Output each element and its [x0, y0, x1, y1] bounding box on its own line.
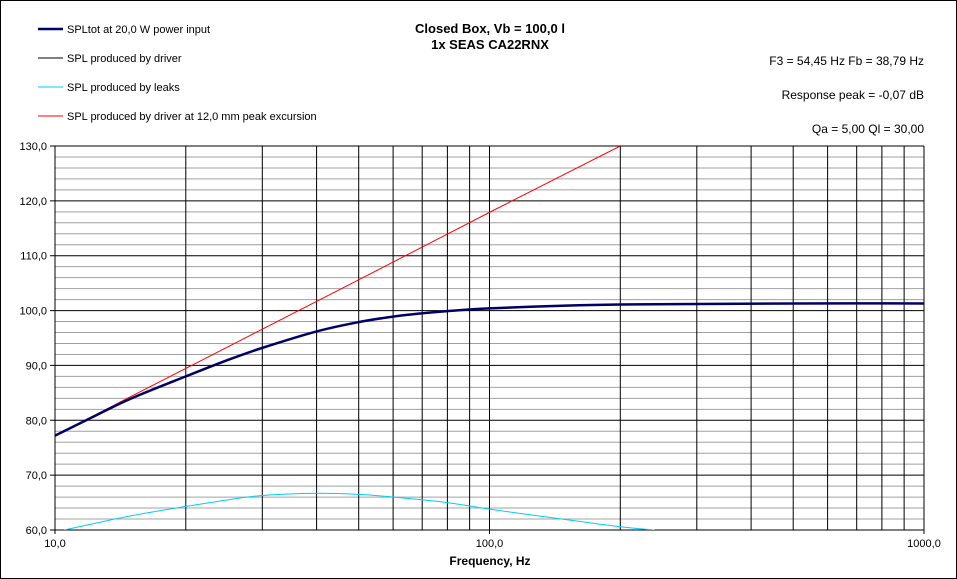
annotation: Response peak = -0,07 dB — [782, 88, 924, 102]
x-tick-label: 100,0 — [476, 538, 504, 550]
legend-label: SPLtot at 20,0 W power input — [67, 24, 210, 36]
x-tick-label: 1000,0 — [907, 538, 941, 550]
x-tick-label: 10,0 — [44, 538, 65, 550]
annotation: F3 = 54,45 Hz Fb = 38,79 Hz — [769, 54, 924, 68]
x-axis-label: Frequency, Hz — [449, 554, 530, 568]
annotation: Qa = 5,00 Ql = 30,00 — [812, 122, 924, 136]
y-tick-label: 70,0 — [26, 470, 47, 482]
legend-label: SPL produced by driver at 12,0 mm peak e… — [67, 111, 317, 123]
series-line-2 — [64, 492, 655, 530]
y-tick-label: 100,0 — [19, 306, 47, 318]
chart-title: 1x SEAS CA22RNX — [431, 37, 549, 52]
y-tick-label: 80,0 — [26, 415, 47, 427]
legend-label: SPL produced by driver — [67, 53, 182, 65]
y-tick-label: 90,0 — [26, 360, 47, 372]
y-tick-label: 130,0 — [19, 141, 47, 153]
y-tick-label: 120,0 — [19, 196, 47, 208]
chart-title: Closed Box, Vb = 100,0 l — [415, 21, 565, 36]
series-line-0 — [55, 302, 924, 437]
y-tick-label: 60,0 — [26, 525, 47, 537]
legend-label: SPL produced by leaks — [67, 82, 180, 94]
y-tick-label: 110,0 — [20, 251, 47, 263]
